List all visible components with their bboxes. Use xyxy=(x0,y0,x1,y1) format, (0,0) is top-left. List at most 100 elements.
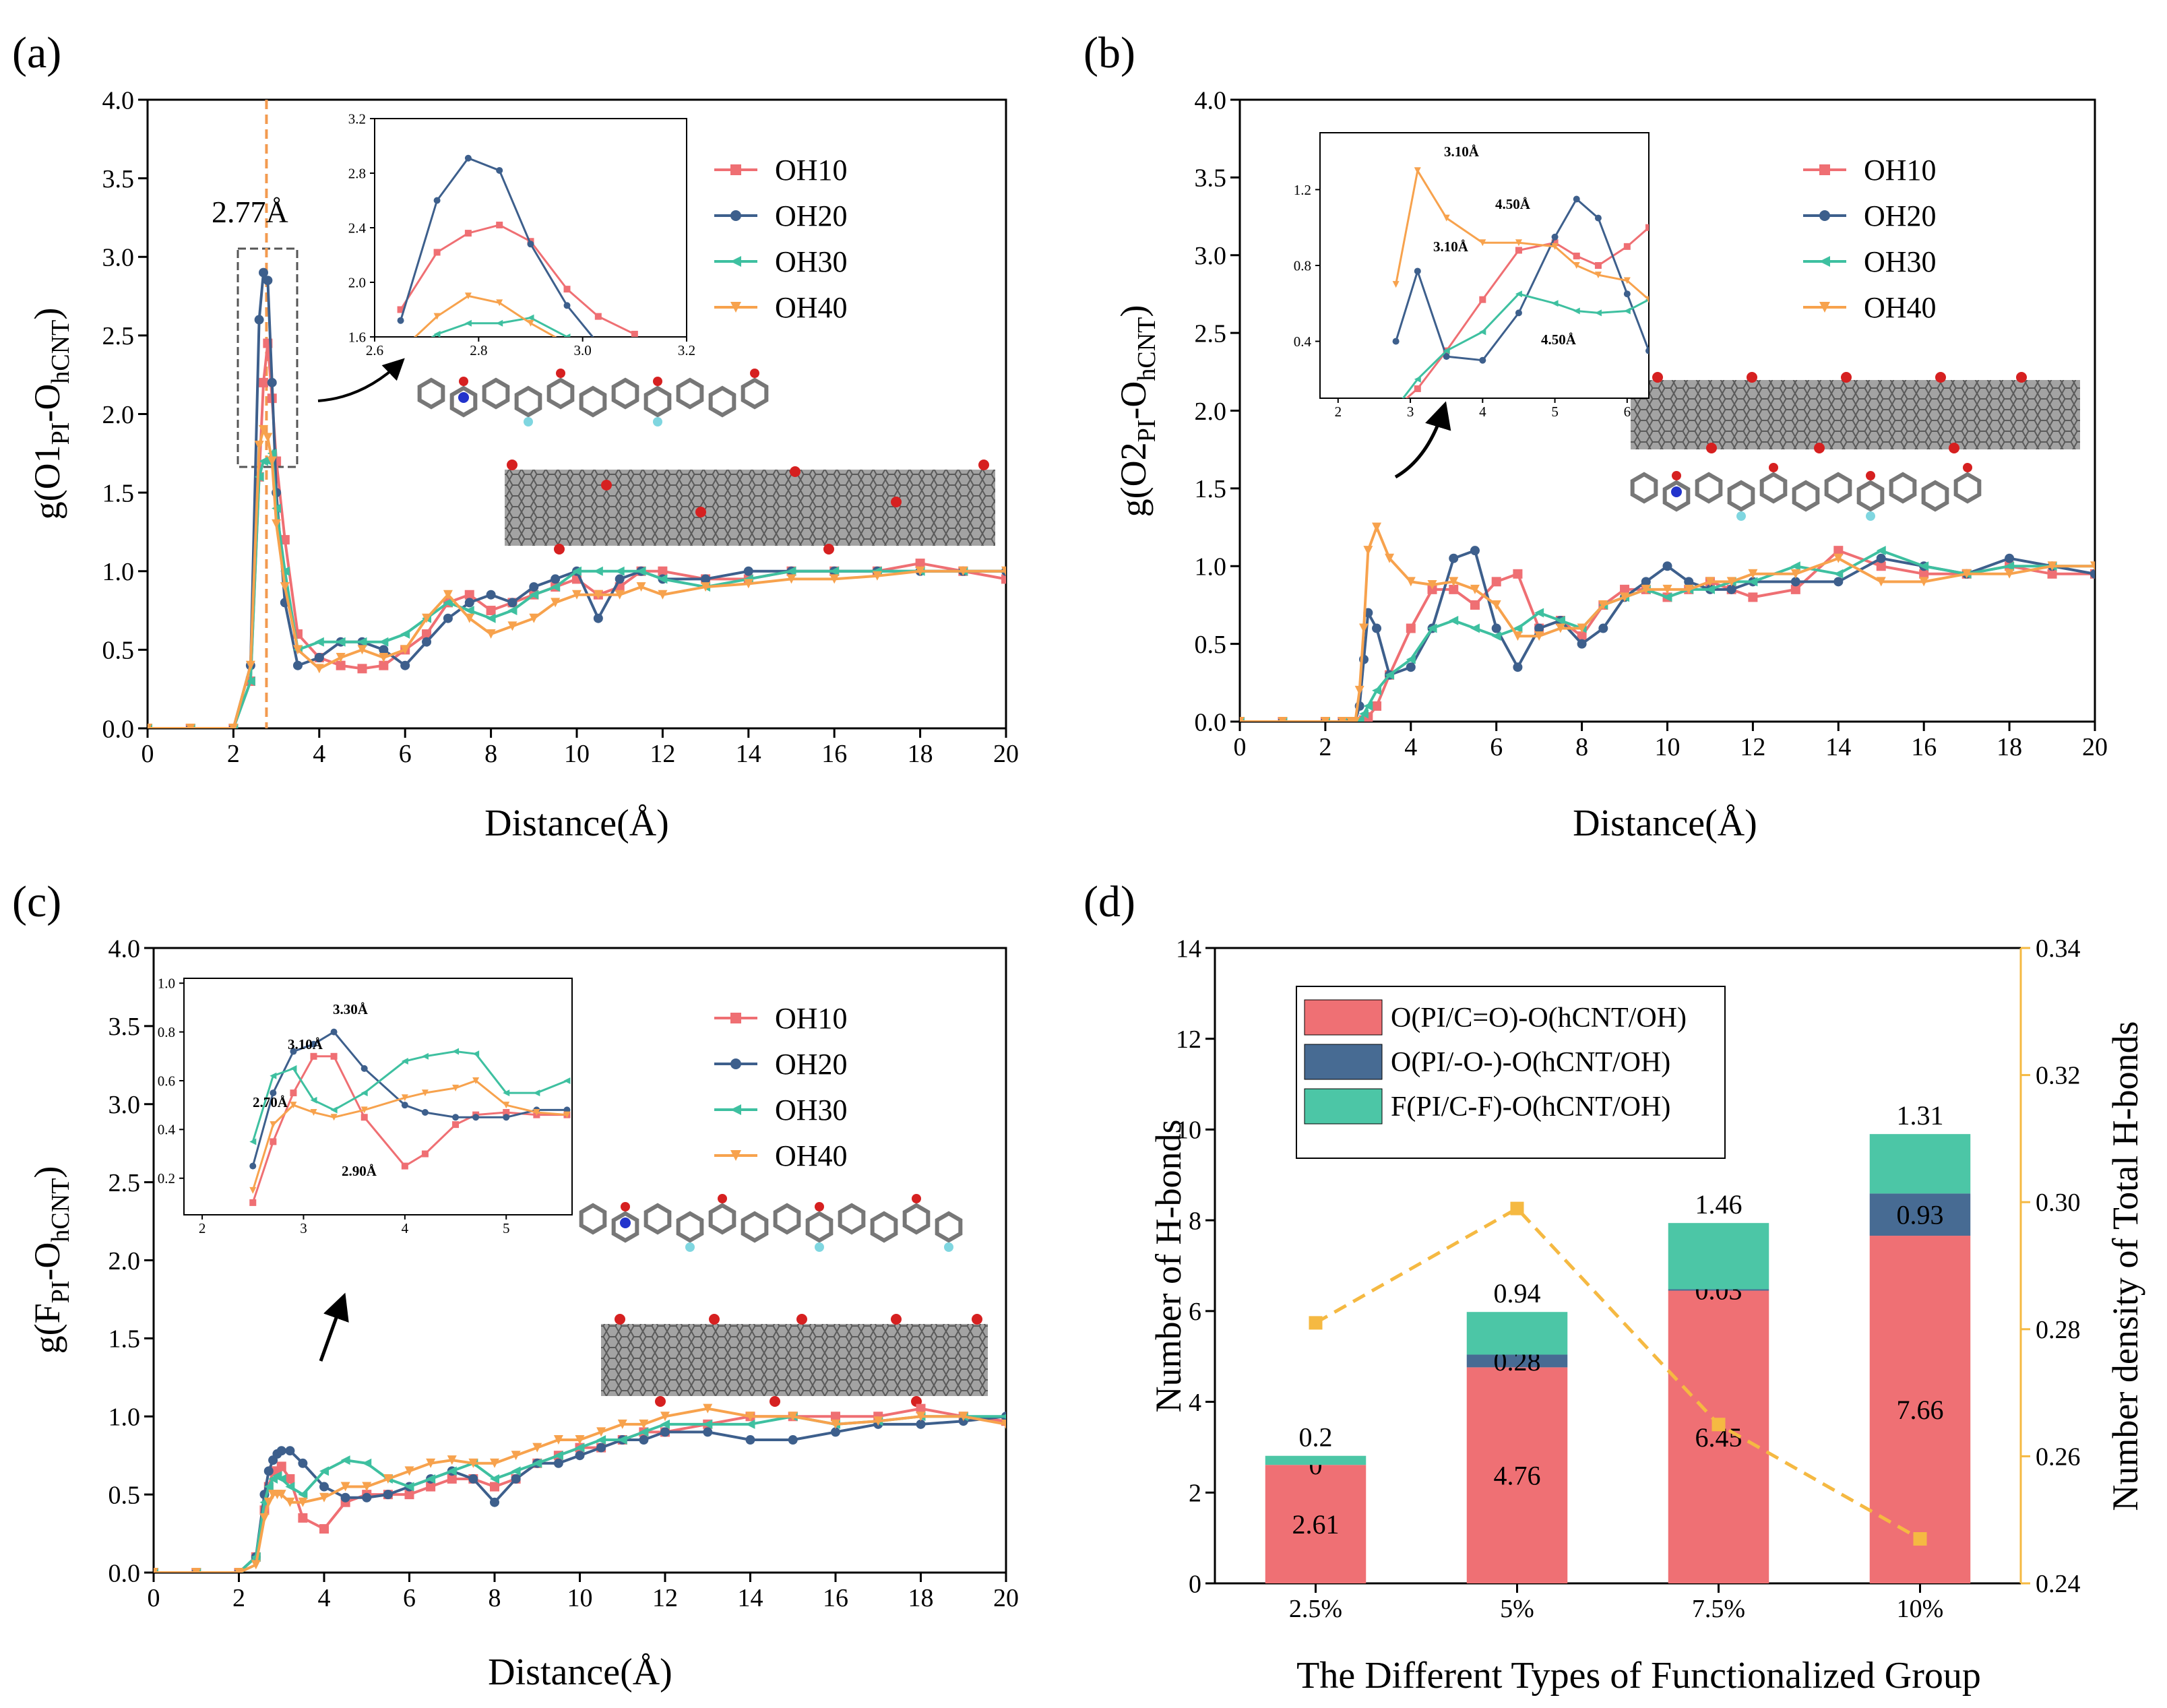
marker xyxy=(916,1412,926,1422)
marker xyxy=(464,292,472,300)
marker xyxy=(1309,1316,1323,1330)
marker xyxy=(249,1187,257,1194)
y-tick-label: 3.5 xyxy=(1195,164,1227,193)
marker xyxy=(1359,623,1369,633)
marker xyxy=(596,1427,606,1437)
marker xyxy=(1573,195,1580,203)
molecule-ring xyxy=(579,1203,607,1235)
series-line xyxy=(413,294,557,337)
marker xyxy=(1372,623,1382,633)
marker xyxy=(1620,592,1630,602)
molecule-ring xyxy=(805,1211,834,1243)
marker xyxy=(486,629,496,639)
y-label: g(O2PI-OhCNT) xyxy=(1113,305,1161,517)
marker xyxy=(464,613,474,623)
marker xyxy=(551,582,561,592)
x-tick-label: 14 xyxy=(738,1584,763,1612)
molecule-ring xyxy=(838,1203,866,1235)
marker xyxy=(1338,717,1348,722)
marker xyxy=(553,1435,563,1445)
marker xyxy=(447,1455,457,1465)
marker xyxy=(631,368,638,375)
x-tick-label: 4 xyxy=(313,740,325,768)
marker xyxy=(398,354,404,360)
nanotube xyxy=(601,1324,988,1396)
marker xyxy=(443,590,453,600)
x-tick-label: 18 xyxy=(908,1584,934,1612)
subscript: PI xyxy=(1133,420,1161,443)
marker xyxy=(292,645,303,655)
marker xyxy=(490,1497,499,1507)
marker xyxy=(658,574,668,584)
marker xyxy=(280,535,290,545)
annotation: 2.70Å xyxy=(253,1094,288,1110)
atom xyxy=(1814,443,1825,453)
atom xyxy=(972,1314,982,1325)
plot-area xyxy=(397,154,638,375)
molecule-ring xyxy=(611,1211,639,1243)
y-tick-label: 1.5 xyxy=(1195,475,1227,503)
legend-label: OH30 xyxy=(1864,245,1937,278)
subscript: PI xyxy=(46,1281,75,1304)
molecule-ring xyxy=(1889,472,1917,504)
marker xyxy=(2047,561,2057,571)
marker xyxy=(496,299,503,307)
molecule-ring xyxy=(773,1203,801,1235)
marker xyxy=(873,1416,883,1426)
marker xyxy=(267,448,277,458)
atom xyxy=(459,377,468,386)
panel-label: (c) xyxy=(12,877,61,926)
marker xyxy=(527,314,534,321)
y-tick-label: 0.0 xyxy=(108,1559,141,1587)
marker xyxy=(285,1482,295,1492)
y-tick-label: 1.6 xyxy=(348,329,366,345)
legend-swatch xyxy=(1304,999,1383,1036)
marker xyxy=(615,574,625,584)
marker xyxy=(1662,561,1672,571)
marker xyxy=(1443,347,1450,354)
x-tick-label: 5 xyxy=(503,1220,510,1236)
marker xyxy=(249,1138,257,1145)
marker xyxy=(267,456,277,466)
marker xyxy=(703,1427,713,1437)
marker xyxy=(1470,623,1480,633)
y-tick-label: 0.5 xyxy=(102,637,135,665)
marker xyxy=(298,1513,308,1523)
x-tick-label: 2 xyxy=(199,1220,206,1236)
atom xyxy=(554,544,565,555)
marker xyxy=(1551,239,1559,247)
atom xyxy=(685,1242,695,1252)
molecule-ring xyxy=(676,1211,704,1243)
marker xyxy=(148,724,152,728)
marker xyxy=(319,1466,329,1476)
marker xyxy=(1363,546,1373,556)
annotation: 2.90Å xyxy=(342,1163,377,1179)
marker xyxy=(290,1065,297,1072)
inset-background xyxy=(184,978,572,1215)
x-tick-label: 0 xyxy=(1234,733,1247,761)
marker xyxy=(1555,623,1565,633)
marker xyxy=(553,1458,563,1468)
marker xyxy=(1479,328,1486,336)
y-tick-label: 0.5 xyxy=(1195,631,1227,659)
marker xyxy=(1515,239,1522,247)
legend-label: F(PI/C-F)-O(hCNT/OH) xyxy=(1391,1092,1670,1122)
marker xyxy=(660,1427,670,1437)
marker xyxy=(258,377,268,387)
marker xyxy=(330,1052,338,1060)
value-label: 0.93 xyxy=(1897,1200,1944,1230)
molecule-ring xyxy=(708,385,736,418)
marker xyxy=(443,613,453,623)
marker xyxy=(362,1492,372,1503)
marker xyxy=(564,340,571,347)
marker xyxy=(551,598,561,608)
atom xyxy=(891,497,902,507)
marker xyxy=(1623,290,1631,298)
marker xyxy=(527,241,534,248)
y2-label: Number density of Total H-bonds xyxy=(2105,1021,2145,1511)
molecule-ring xyxy=(643,385,672,418)
marker xyxy=(267,377,277,387)
marker xyxy=(314,637,324,647)
legend-label: OH40 xyxy=(775,1139,848,1172)
